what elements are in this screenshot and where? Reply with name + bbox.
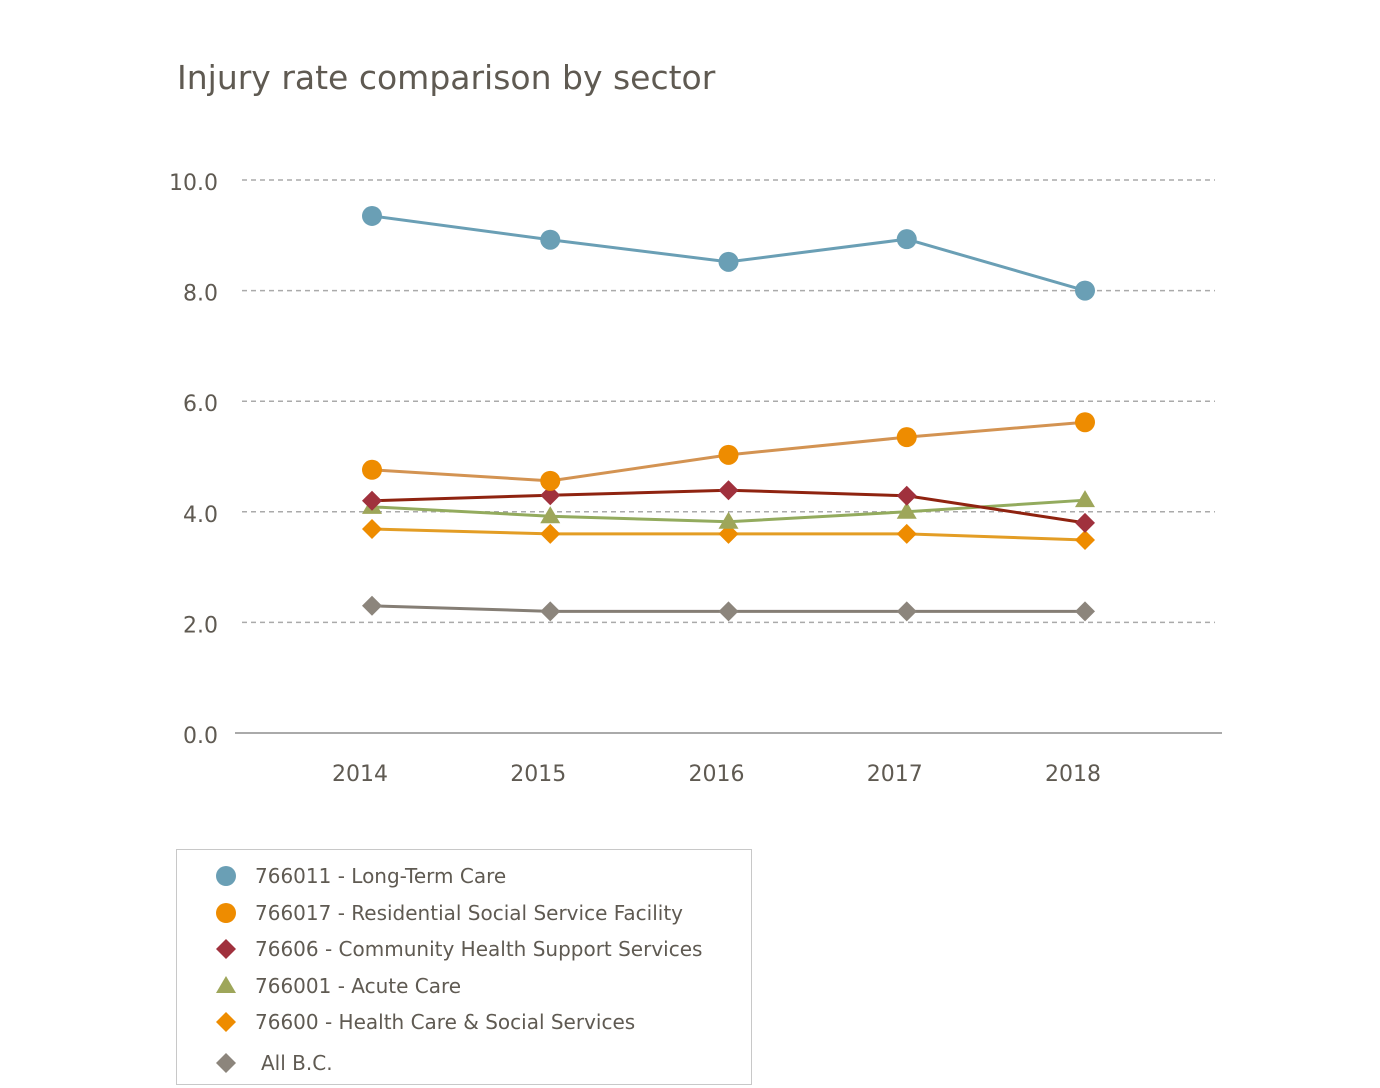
data-point bbox=[362, 459, 382, 480]
data-point bbox=[362, 205, 382, 226]
data-point bbox=[718, 251, 739, 272]
legend: 766011 - Long-Term Care 766017 - Resident… bbox=[176, 849, 752, 1085]
legend-item: 766017 - Residential Social Service Faci… bbox=[215, 898, 683, 928]
legend-item: 76600 - Health Care & Social Services bbox=[215, 1007, 635, 1037]
legend-marker-icon bbox=[216, 975, 236, 993]
data-point bbox=[540, 601, 561, 622]
data-point bbox=[362, 595, 382, 616]
x-tick-label: 2016 bbox=[689, 762, 745, 787]
legend-label: 766011 - Long-Term Care bbox=[255, 864, 507, 888]
legend-item: All B.C. bbox=[215, 1048, 333, 1078]
data-point bbox=[540, 506, 561, 524]
data-point bbox=[1075, 280, 1095, 301]
y-tick-label: 8.0 bbox=[183, 282, 218, 307]
legend-item: 766011 - Long-Term Care bbox=[215, 861, 506, 891]
legend-marker bbox=[216, 1052, 236, 1073]
y-tick-label: 10.0 bbox=[169, 171, 218, 196]
data-point bbox=[1075, 412, 1095, 433]
y-tick-label: 4.0 bbox=[183, 503, 218, 528]
data-point bbox=[896, 485, 917, 506]
data-point bbox=[540, 229, 561, 250]
legend-marker-icon bbox=[216, 939, 236, 959]
data-point bbox=[896, 601, 917, 622]
data-point bbox=[362, 518, 382, 539]
legend-label: 766001 - Acute Care bbox=[255, 973, 462, 998]
legend-label: 76606 - Community Health Support Service… bbox=[255, 937, 703, 961]
data-point bbox=[718, 523, 739, 544]
x-tick-label: 2014 bbox=[332, 762, 388, 787]
data-point bbox=[1075, 601, 1095, 622]
legend-marker bbox=[216, 975, 236, 993]
chart-title: Injury rate comparison by sector bbox=[177, 58, 716, 97]
legend-marker-icon bbox=[216, 866, 236, 886]
legend-marker bbox=[216, 902, 236, 923]
legend-label: All B.C. bbox=[261, 1050, 333, 1075]
data-point bbox=[718, 444, 739, 465]
legend-label: 766017 - Residential Social Service Faci… bbox=[255, 900, 683, 925]
data-point bbox=[896, 501, 917, 519]
legend-marker-icon bbox=[216, 1052, 236, 1073]
y-tick-label: 2.0 bbox=[183, 613, 218, 638]
data-point bbox=[896, 229, 917, 250]
legend-marker bbox=[216, 1012, 236, 1032]
data-point bbox=[1075, 530, 1095, 551]
legend-item: 766001 - Acute Care bbox=[215, 971, 461, 1001]
legend-item: 76606 - Community Health Support Service… bbox=[215, 934, 702, 964]
legend-marker bbox=[216, 939, 236, 959]
data-point bbox=[540, 523, 561, 544]
x-tick-label: 2015 bbox=[510, 762, 566, 787]
y-tick-label: 6.0 bbox=[183, 392, 218, 417]
data-point bbox=[540, 470, 561, 491]
data-point bbox=[718, 480, 739, 501]
data-point bbox=[718, 511, 739, 529]
x-tick-label: 2017 bbox=[867, 762, 923, 787]
y-tick-label: 0.0 bbox=[183, 724, 218, 749]
data-point bbox=[540, 485, 561, 506]
data-point bbox=[896, 523, 917, 544]
data-point bbox=[362, 490, 382, 511]
legend-label: 76600 - Health Care & Social Services bbox=[255, 1010, 636, 1034]
legend-marker-icon bbox=[216, 902, 236, 923]
x-tick-label: 2018 bbox=[1045, 762, 1101, 787]
data-point bbox=[1075, 512, 1095, 533]
data-point bbox=[1075, 490, 1095, 508]
data-point bbox=[896, 427, 917, 448]
legend-marker bbox=[216, 866, 236, 886]
legend-marker-icon bbox=[216, 1012, 236, 1032]
chart-plot: 0.0 2.0 4.0 6.0 8.0 10.0 2014 2015 2016 2017 2018 bbox=[169, 171, 1222, 787]
data-point bbox=[718, 601, 739, 622]
